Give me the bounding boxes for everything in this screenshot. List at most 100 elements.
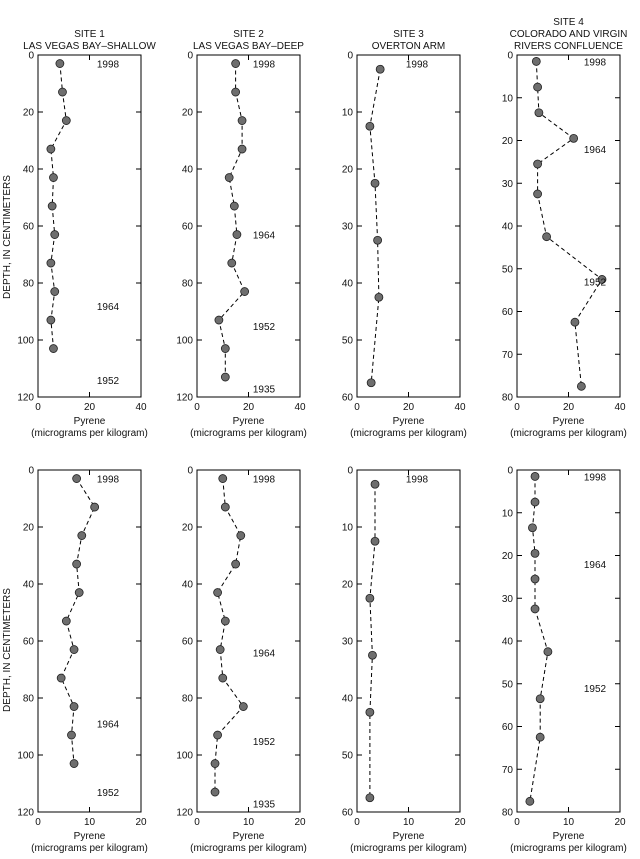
year-annotation: 1935: [253, 799, 276, 810]
profile-line: [529, 476, 549, 802]
x-axis-label: (micrograms per kilogram): [350, 843, 467, 854]
data-point: [375, 64, 385, 74]
data-point: [74, 588, 84, 597]
data-point: [215, 645, 225, 654]
data-point: [49, 173, 58, 182]
y-tick-label: 40: [182, 165, 194, 176]
y-tick-label: 0: [187, 51, 193, 62]
data-point: [366, 378, 376, 388]
y-tick-label: 10: [342, 523, 354, 534]
data-point: [528, 523, 537, 533]
data-point: [49, 344, 58, 353]
year-annotation: 1952: [584, 684, 607, 695]
panel-title: OVERTON ARM: [372, 41, 446, 52]
x-tick-label: 0: [194, 817, 200, 828]
data-point: [525, 796, 535, 806]
data-point: [231, 87, 241, 97]
y-tick-label: 0: [347, 466, 353, 477]
x-axis-label: Pyrene: [74, 831, 106, 842]
x-tick-label: 0: [514, 402, 520, 413]
y-tick-label: 60: [23, 637, 35, 648]
year-annotation: 1952: [97, 376, 120, 387]
year-annotation: 1964: [253, 648, 276, 659]
x-axis-label: (micrograms per kilogram): [510, 428, 627, 439]
x-tick-label: 20: [563, 402, 575, 413]
data-point: [237, 116, 247, 125]
y-tick-label: 120: [176, 808, 193, 819]
data-point: [210, 787, 220, 797]
x-tick-label: 40: [614, 402, 626, 413]
y-tick-label: 0: [28, 51, 34, 62]
data-point: [533, 159, 542, 169]
data-point: [214, 315, 224, 325]
data-point: [69, 645, 79, 654]
year-annotation: 1952: [253, 737, 276, 748]
y-tick-label: 10: [502, 93, 514, 104]
x-axis-label: (micrograms per kilogram): [31, 843, 148, 854]
y-tick-label: 80: [182, 694, 194, 705]
y-tick-label: 40: [502, 222, 514, 233]
x-tick-label: 0: [194, 402, 200, 413]
year-annotation: 1964: [253, 231, 276, 242]
y-tick-label: 70: [502, 765, 514, 776]
year-annotation: 1952: [97, 788, 120, 799]
data-point: [232, 230, 242, 239]
data-point: [90, 502, 100, 512]
data-point: [210, 759, 220, 768]
x-tick-label: 0: [514, 817, 520, 828]
plot-frame: [516, 54, 621, 398]
y-tick-label: 60: [23, 222, 35, 233]
data-point: [365, 707, 375, 717]
x-tick-label: 20: [614, 817, 626, 828]
y-tick-label: 60: [182, 222, 194, 233]
y-tick-label: 120: [17, 808, 34, 819]
x-tick-label: 10: [243, 817, 255, 828]
year-annotation: 1964: [584, 560, 607, 571]
data-point: [370, 479, 380, 489]
data-point: [365, 593, 375, 603]
x-tick-label: 10: [84, 817, 96, 828]
y-tick-label: 30: [342, 637, 354, 648]
data-point: [237, 144, 247, 154]
plot-frame: [356, 469, 461, 813]
data-point: [46, 315, 56, 325]
x-axis-label: (micrograms per kilogram): [510, 843, 627, 854]
y-tick-label: 60: [182, 637, 194, 648]
plot-frame: [516, 469, 621, 813]
panel-title: COLORADO AND VIRGIN: [510, 29, 628, 40]
x-tick-label: 20: [454, 817, 466, 828]
data-point: [530, 497, 540, 507]
x-axis-label: Pyrene: [553, 831, 585, 842]
x-tick-label: 10: [403, 817, 415, 828]
year-annotation: 1998: [97, 475, 120, 486]
year-annotation: 1998: [584, 472, 607, 483]
y-axis-label-bottom: DEPTH, IN CENTIMETERS: [2, 588, 13, 712]
year-annotation: 1998: [253, 60, 276, 71]
data-point: [365, 793, 375, 803]
year-annotation: 1964: [97, 720, 120, 731]
panel-title: SITE 1: [74, 29, 105, 40]
y-tick-label: 0: [507, 466, 513, 477]
x-tick-label: 20: [135, 817, 147, 828]
plot-frame: [37, 469, 142, 813]
x-axis-label: Pyrene: [74, 416, 106, 427]
y-tick-label: 40: [342, 694, 354, 705]
data-point: [218, 474, 228, 483]
data-point: [535, 732, 545, 742]
y-tick-label: 30: [502, 179, 514, 190]
year-annotation: 1952: [253, 322, 276, 333]
data-point: [236, 531, 246, 540]
x-tick-label: 40: [454, 402, 466, 413]
y-tick-label: 0: [347, 51, 353, 62]
data-point: [576, 381, 586, 391]
profile-line: [214, 478, 244, 792]
y-tick-label: 50: [342, 336, 354, 347]
data-point: [238, 702, 248, 711]
data-point: [61, 116, 71, 125]
x-tick-label: 40: [135, 402, 147, 413]
